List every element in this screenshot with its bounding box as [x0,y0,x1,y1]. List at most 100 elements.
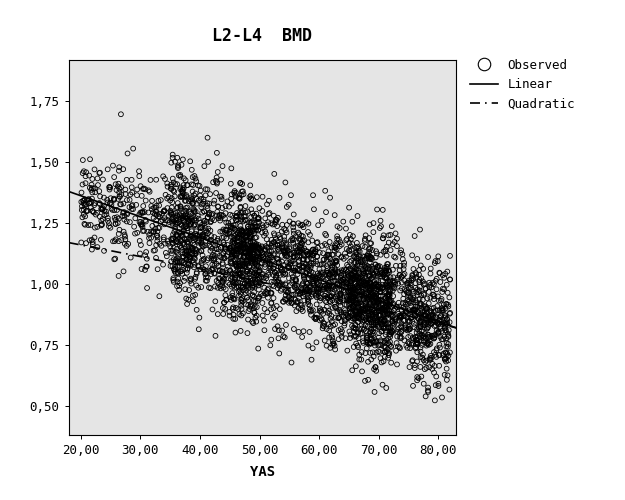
Point [237,208,247,216]
Point [185,244,195,252]
Point [426,340,436,348]
Point [264,240,274,248]
Point [382,263,392,271]
Point [316,308,326,316]
Point [316,286,326,294]
Point [266,266,276,274]
Point [157,210,167,218]
Point [241,244,251,252]
Point [256,254,266,262]
Point [412,376,422,384]
Point [144,230,154,238]
Point [355,308,365,316]
Point [333,314,343,322]
Point [168,247,177,255]
Point [428,310,438,318]
Point [200,242,210,250]
Point [191,194,201,202]
Point [331,257,341,265]
Point [357,308,367,316]
Point [279,232,289,240]
Point [407,339,417,347]
Point [206,210,216,218]
Point [309,206,319,214]
Point [116,110,126,118]
Point [298,279,308,287]
Point [301,246,311,254]
Point [284,293,294,301]
Point [193,238,203,246]
Point [228,264,238,272]
Point [281,287,291,295]
Point [214,212,224,220]
Point [119,212,129,220]
Point [439,300,449,308]
Point [253,252,263,260]
Point [350,321,360,329]
Point [232,234,242,241]
Point [379,266,389,274]
Point [103,217,113,225]
Point [359,281,369,289]
Point [376,250,386,258]
Point [429,334,439,342]
Point [357,304,367,312]
Point [254,254,264,262]
Point [266,220,276,228]
Point [312,279,322,287]
Point [362,296,372,304]
Point [356,320,366,328]
Point [191,208,201,216]
Point [209,262,219,270]
Point [262,286,272,294]
Point [176,202,186,210]
Point [249,288,259,296]
Point [309,286,319,294]
Point [231,212,241,220]
Point [411,298,421,306]
Point [357,288,367,296]
Point [382,298,392,306]
Point [282,258,292,266]
Point [386,328,396,336]
Point [236,282,246,290]
Point [387,312,397,320]
Point [301,269,311,277]
Point [365,316,375,324]
Point [371,267,381,275]
Point [226,247,236,255]
Point [184,216,194,224]
Point [320,240,330,248]
Point [309,260,319,268]
Point [371,364,381,372]
Point [211,244,221,252]
Point [357,284,367,292]
Point [308,191,318,199]
Point [416,310,426,318]
Point [350,276,360,283]
Point [365,287,375,295]
Point [226,164,236,172]
Point [235,274,245,282]
Point [186,218,196,226]
Point [281,296,291,304]
Point [249,241,259,249]
Point [188,246,198,254]
Point [304,274,314,282]
Point [380,306,390,314]
Point [429,334,439,342]
Point [252,312,262,320]
Point [376,292,386,300]
Point [419,312,429,320]
Point [232,232,242,240]
Point [372,337,382,345]
Point [255,278,265,286]
Point [420,310,430,318]
Point [112,213,122,221]
Point [303,220,313,228]
Point [261,288,271,296]
Point [336,266,346,274]
Point [196,240,206,248]
Point [288,266,298,274]
Point [351,299,361,307]
